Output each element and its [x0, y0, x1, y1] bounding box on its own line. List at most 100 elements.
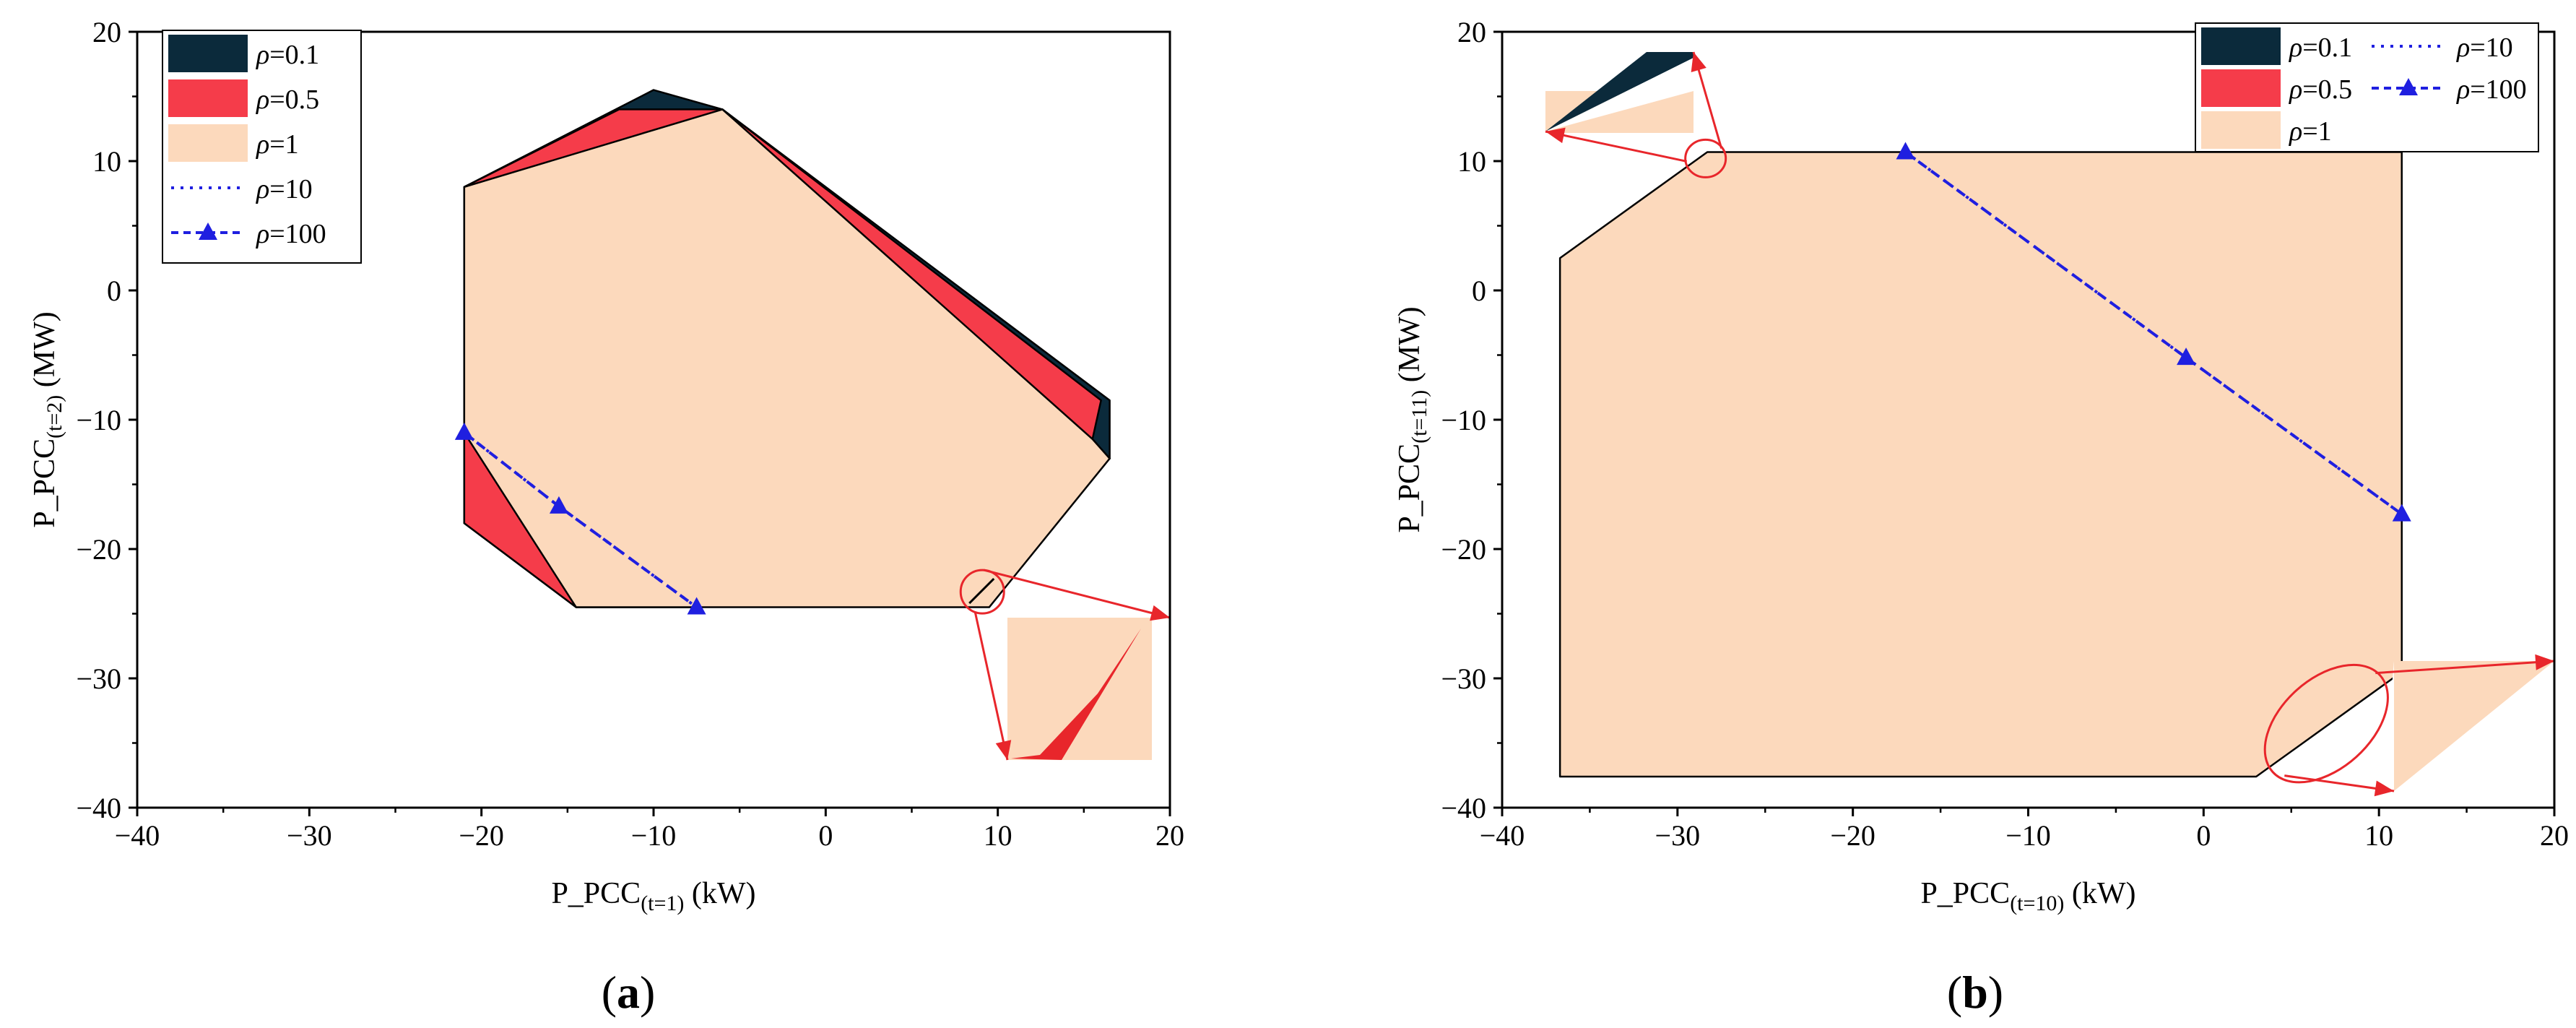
legend-label-text: =10	[269, 174, 312, 204]
legend-swatch-fill	[168, 124, 248, 162]
legend-swatch-fill	[2201, 111, 2281, 149]
panel-label: (b)	[1947, 967, 2003, 1018]
legend-label: ρ=1	[2289, 116, 2332, 147]
legend-label: ρ=10	[2456, 33, 2513, 63]
legend-label-symbol: ρ	[256, 129, 269, 160]
marker-triangle	[2392, 504, 2411, 522]
legend-label: ρ=100	[2456, 74, 2527, 105]
y-tick-label: 20	[1457, 16, 1486, 48]
panel-label: (a)	[602, 967, 656, 1018]
y-tick-label: −30	[1441, 662, 1486, 695]
y-tick-label: 0	[1472, 275, 1486, 307]
legend-label-text: =0.5	[269, 85, 319, 115]
marker-triangle	[2177, 347, 2196, 366]
panel-label-close: )	[1988, 967, 2003, 1018]
zoom-inset-bg	[2394, 661, 2554, 791]
marker-triangle	[454, 422, 474, 440]
zoom-arrow	[983, 569, 1171, 619]
legend-label-text: =100	[2470, 74, 2526, 105]
y-tick-label: −40	[1441, 792, 1486, 824]
x-tick-label: −20	[1830, 819, 1875, 852]
y-axis-label: P_PCC(t=2) (MW)	[28, 311, 66, 527]
panel-label-open: (	[1947, 967, 1962, 1018]
zoom-circle	[2263, 663, 2389, 784]
legend-label: ρ=0.1	[2289, 33, 2352, 63]
y-axis-label-sub: (t=11)	[1408, 390, 1431, 444]
legend-label-symbol: ρ	[2289, 116, 2302, 147]
y-tick-label: −40	[76, 792, 121, 824]
marker-triangle	[549, 496, 568, 514]
x-axis-label-main: P_PCC	[551, 877, 641, 910]
legend-label-text: =0.5	[2302, 74, 2352, 105]
x-tick-label: 10	[984, 819, 1012, 852]
legend-swatch-fill	[2201, 27, 2281, 65]
y-tick-label: −20	[1441, 533, 1486, 566]
zoom-circle	[1684, 138, 1727, 178]
zoom-arrowhead	[2374, 780, 2394, 797]
zoom-circle	[959, 569, 1005, 615]
y-tick-label: −10	[1441, 404, 1486, 436]
zoom-boundary-segment	[968, 578, 995, 605]
legend-label-text: =0.1	[269, 40, 319, 70]
marker-triangle	[1896, 142, 1915, 160]
zoom-arrow	[973, 611, 1009, 761]
x-axis-label-unit: (kW)	[684, 877, 755, 910]
zoom-inset-bg	[1545, 91, 1694, 133]
x-axis-label-unit: (kW)	[2064, 877, 2135, 910]
zoom-arrowhead	[2535, 654, 2554, 670]
x-tick-label: −10	[631, 819, 677, 852]
x-tick-label: 0	[818, 819, 833, 852]
panel-label-letter: a	[617, 967, 640, 1018]
panel-label-open: (	[602, 967, 617, 1018]
legend-swatch-triangle	[199, 223, 217, 240]
zoom-arrowhead	[1545, 127, 1566, 144]
y-axis-label-main: P_PCC	[1393, 444, 1426, 533]
marker-triangle	[687, 597, 706, 615]
legend-label: ρ=1	[256, 129, 299, 160]
zoom-inset-region-white	[1545, 58, 1694, 131]
legend-label-text: =1	[2302, 116, 2331, 147]
zoom-arrow	[2375, 660, 2555, 675]
x-axis-label-main: P_PCC	[1920, 877, 2010, 910]
legend-label-symbol: ρ	[256, 174, 269, 204]
zoom-inset-region-dark	[1545, 52, 1694, 131]
line-rho-100	[1904, 150, 2403, 516]
legend-label-symbol: ρ	[2289, 33, 2302, 63]
legend-label-symbol: ρ	[2456, 33, 2470, 63]
legend: ρ=0.1ρ=0.5ρ=1ρ=10ρ=100	[162, 30, 362, 264]
x-axis-label-sub: (t=10)	[2010, 891, 2064, 915]
panel-a-chart: −40 −30 −20 −10 0 10 20−40−30−20−1001020P_PCC(…	[28, 16, 1184, 1018]
x-tick-label: 20	[1155, 819, 1184, 852]
legend-label-symbol: ρ	[256, 85, 269, 115]
y-tick-label: 10	[1457, 145, 1486, 178]
panel-b-chart: −40 −30 −20 −10 0 10 20−40−30−20−1001020P_PCC(…	[1393, 16, 2569, 1018]
y-tick-label: −30	[76, 662, 121, 695]
x-axis-label: P_PCC(t=1) (kW)	[551, 877, 755, 915]
zoom-arrowhead	[995, 740, 1012, 760]
x-axis-label: P_PCC(t=10) (kW)	[1920, 877, 2135, 915]
x-tick-label: −30	[1655, 819, 1701, 852]
x-tick-label: 10	[2364, 819, 2393, 852]
x-tick-label: −30	[287, 819, 332, 852]
region-rho-1	[463, 108, 1111, 608]
legend-label: ρ=100	[256, 219, 326, 249]
x-tick-label: −10	[2005, 819, 2051, 852]
legend-label-symbol: ρ	[256, 40, 269, 70]
y-tick-label: 0	[107, 275, 121, 307]
y-axis-label-sub: (t=2)	[43, 395, 66, 439]
legend-label-text: =100	[269, 219, 326, 249]
x-axis-label-sub: (t=1)	[641, 891, 684, 915]
legend-label-symbol: ρ	[2289, 74, 2302, 105]
legend-swatch-triangle	[2399, 78, 2418, 95]
legend-label-text: =1	[269, 129, 298, 160]
x-tick-label: −40	[1480, 819, 1525, 852]
y-tick-label: 10	[92, 145, 121, 178]
zoom-inset-region-red	[1011, 629, 1141, 760]
y-axis-label-unit: (MW)	[1393, 306, 1426, 389]
panel-label-letter: b	[1962, 967, 1988, 1018]
legend-label-text: =10	[2470, 33, 2512, 63]
x-tick-label: 20	[2540, 819, 2569, 852]
x-tick-label: −40	[115, 819, 160, 852]
legend-label-symbol: ρ	[256, 219, 269, 249]
legend-swatch-fill	[2201, 69, 2281, 107]
